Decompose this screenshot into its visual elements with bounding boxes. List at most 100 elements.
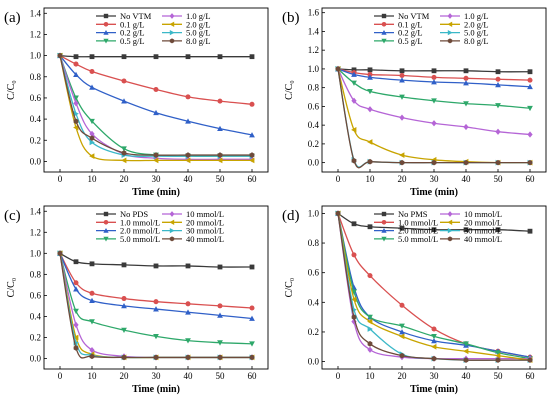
- legend-label: 0.5 g/L: [398, 36, 423, 46]
- data-point: [431, 355, 437, 362]
- data-point: [121, 150, 127, 156]
- data-point: [399, 72, 405, 78]
- panel-label: (d): [282, 208, 300, 224]
- x-tick-label: 10: [366, 371, 376, 381]
- x-tick-label: 10: [88, 174, 98, 184]
- y-tick-label: 0.6: [30, 93, 42, 103]
- series-line: [59, 55, 252, 158]
- y-tick-label: 1.2: [308, 45, 319, 55]
- y-axis-label: C/C₀: [284, 80, 295, 100]
- y-tick-label: 0.4: [30, 114, 42, 124]
- legend-label: 1.0 mmol/L: [398, 217, 438, 227]
- y-tick-label: 0.0: [30, 353, 42, 363]
- data-point: [463, 68, 469, 74]
- legend-item: 5.0 mmol/L: [96, 234, 160, 244]
- data-point: [399, 302, 405, 308]
- legend-label: 1.0 mmol/L: [120, 217, 160, 227]
- data-point: [73, 95, 79, 101]
- legend-item: 5.0 g/L: [162, 28, 211, 38]
- legend-item: 8.0 g/L: [162, 36, 211, 46]
- data-point: [73, 259, 79, 265]
- series-line: [337, 68, 531, 109]
- y-tick-label: 0.2: [30, 135, 41, 145]
- data-point: [431, 334, 437, 340]
- data-point: [495, 350, 501, 356]
- y-tick-label: 0.8: [308, 83, 320, 93]
- legend-item: No VTM: [374, 11, 430, 21]
- data-point: [89, 84, 95, 90]
- data-point: [431, 159, 437, 166]
- data-point: [495, 76, 501, 82]
- legend-item: 10 mmol/L: [440, 209, 502, 219]
- data-point: [121, 98, 127, 104]
- data-point: [367, 346, 373, 353]
- data-point: [249, 341, 255, 347]
- legend-marker: [381, 227, 387, 233]
- data-point: [527, 228, 533, 234]
- legend-item: 20 mmol/L: [162, 217, 224, 227]
- y-tick-label: 1.2: [30, 227, 41, 237]
- data-point: [57, 250, 63, 257]
- data-point: [351, 80, 357, 86]
- data-point: [431, 68, 437, 74]
- data-point: [249, 315, 255, 321]
- data-point: [527, 69, 533, 75]
- legend-marker: [169, 29, 175, 36]
- legend-marker: [381, 236, 387, 242]
- series-7: [57, 52, 255, 160]
- legend-marker: [447, 13, 453, 19]
- data-point: [495, 69, 501, 75]
- data-point: [73, 321, 79, 328]
- data-point: [73, 118, 79, 124]
- data-point: [217, 54, 223, 60]
- data-point: [495, 227, 501, 233]
- data-point: [463, 159, 469, 166]
- y-tick-label: 0.6: [308, 268, 320, 278]
- data-point: [495, 352, 501, 359]
- data-point: [399, 329, 405, 335]
- data-point: [399, 77, 405, 83]
- data-point: [463, 80, 469, 86]
- x-tick-label: 40: [462, 174, 472, 184]
- legend-marker: [447, 29, 453, 36]
- series-1: [57, 53, 255, 60]
- data-point: [217, 152, 223, 158]
- chart-panel-3: 0 10 20 30 40 50 60 0.0 0.2 0.4 0.6 0.8 1.0 1.2 1.4 Tim…: [4, 205, 269, 395]
- legend-label: 2.0 mmol/L: [398, 226, 438, 236]
- chart-panel-2: 0 10 20 30 40 50 60 0.0 0.2 0.4 0.6 0.8 1.0 1.2 1.4 1.6…: [282, 7, 547, 198]
- data-point: [89, 297, 95, 304]
- x-tick-label: 50: [216, 371, 226, 381]
- data-point: [153, 299, 159, 305]
- data-point: [89, 261, 95, 267]
- data-point: [367, 67, 373, 73]
- data-point: [399, 114, 405, 121]
- legend-label: No PDS: [120, 209, 148, 219]
- data-point: [463, 123, 469, 131]
- x-tick-label: 40: [462, 371, 472, 381]
- x-tick-label: 20: [120, 371, 130, 381]
- data-point: [185, 354, 191, 361]
- legend-label: 5.0 mmol/L: [120, 234, 160, 244]
- data-point: [399, 94, 405, 100]
- legend-item: No PMS: [374, 209, 428, 219]
- data-point: [73, 54, 79, 60]
- data-point: [351, 67, 357, 73]
- legend-item: 1.0 mmol/L: [374, 217, 438, 227]
- legend-label: No VTM: [120, 11, 152, 21]
- data-point: [217, 157, 223, 164]
- series-2: [57, 53, 255, 107]
- data-point: [463, 341, 469, 347]
- legend-label: 10 mmol/L: [186, 209, 224, 219]
- series-6: [57, 52, 255, 164]
- data-point: [185, 54, 191, 60]
- legend-item: 2.0 mmol/L: [374, 226, 438, 236]
- y-tick-label: 1.0: [30, 51, 42, 61]
- x-axis-label: Time (min): [410, 187, 458, 198]
- series-3: [57, 250, 255, 321]
- data-point: [121, 354, 127, 361]
- data-point: [367, 158, 373, 165]
- legend-item: 0.5 g/L: [374, 36, 423, 46]
- series-line: [59, 253, 252, 359]
- x-tick-label: 40: [184, 174, 194, 184]
- data-point: [185, 157, 191, 164]
